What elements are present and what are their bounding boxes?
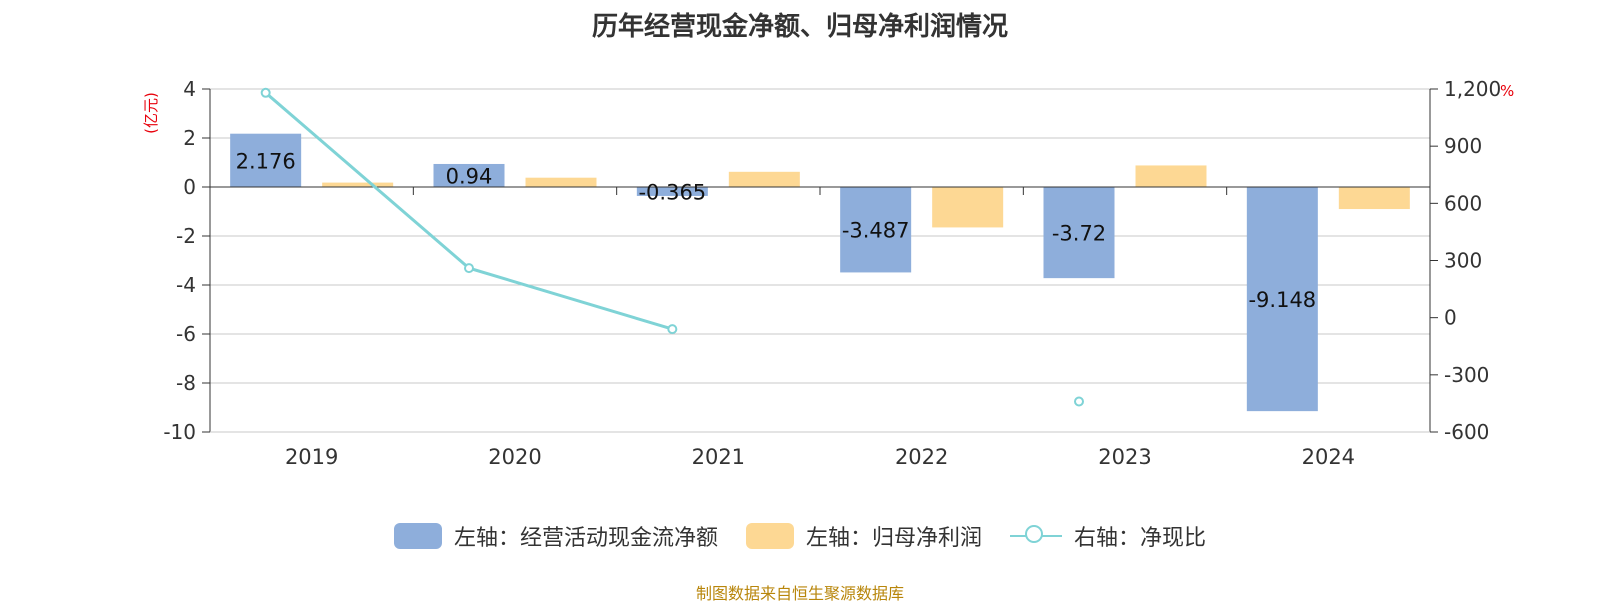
bar-net-profit xyxy=(1135,165,1207,187)
x-tick-label: 2020 xyxy=(488,445,541,469)
point-ratio xyxy=(464,263,474,274)
chart-title: 历年经营现金净额、归母净利润情况 xyxy=(591,12,1008,42)
data-label-cash-flow: -0.365 xyxy=(638,180,706,204)
y-left-tick-label: -6 xyxy=(176,322,196,346)
y-right-tick-label: 900 xyxy=(1444,134,1482,158)
legend-item-cash-flow[interactable]: 左轴：经营活动现金流净额 xyxy=(393,520,718,552)
bar-net-profit xyxy=(1338,187,1410,210)
y-left-unit: (亿元) xyxy=(142,92,160,134)
data-label-cash-flow: -3.72 xyxy=(1052,222,1106,246)
bar-cash-flow xyxy=(840,187,912,273)
y-left-tick-label: 0 xyxy=(183,175,196,199)
y-right-tick-label: 600 xyxy=(1444,191,1482,215)
y-right-tick-label: 1,200 xyxy=(1444,77,1501,101)
x-tick-label: 2023 xyxy=(1098,445,1151,469)
bar-net-profit xyxy=(932,187,1004,228)
legend-label-ratio: 右轴：净现比 xyxy=(1074,526,1207,551)
bar-cash-flow xyxy=(433,163,505,187)
y-right-tick-label: 300 xyxy=(1444,249,1482,273)
legend-label-net-profit: 左轴：归母净利润 xyxy=(805,526,982,551)
y-right-tick-label: -600 xyxy=(1444,420,1489,444)
line-ratio xyxy=(264,91,673,331)
y-left-tick-label: -8 xyxy=(176,371,196,395)
point-ratio xyxy=(667,324,678,335)
bar-cash-flow xyxy=(1043,187,1115,279)
legend-swatch-cash-flow xyxy=(393,523,442,549)
x-tick-label: 2022 xyxy=(895,445,948,469)
bar-net-profit xyxy=(525,177,597,187)
y-left-tick-label: 4 xyxy=(183,77,196,101)
bar-net-profit xyxy=(322,182,394,187)
legend-swatch-net-profit xyxy=(745,523,794,549)
source-note: 制图数据来自恒生聚源数据库 xyxy=(695,584,904,603)
bar-cash-flow xyxy=(230,133,302,187)
bar-cash-flow xyxy=(1246,187,1318,412)
data-label-cash-flow: -9.148 xyxy=(1248,288,1316,312)
point-ratio xyxy=(260,87,271,98)
x-tick-label: 2024 xyxy=(1302,445,1355,469)
bar-net-profit xyxy=(728,171,800,187)
legend-swatch-ratio xyxy=(1010,523,1062,549)
y-left-tick-label: -10 xyxy=(163,420,196,444)
legend-item-net-profit[interactable]: 左轴：归母净利润 xyxy=(745,520,982,552)
legend-label-cash-flow: 左轴：经营活动现金流净额 xyxy=(453,526,718,551)
data-label-cash-flow: -3.487 xyxy=(842,219,910,243)
y-left-tick-label: -2 xyxy=(176,224,196,248)
data-label-cash-flow: 2.176 xyxy=(236,149,296,173)
x-tick-label: 2019 xyxy=(285,445,338,469)
legend: 左轴：经营活动现金流净额 左轴：归母净利润 右轴：净现比 xyxy=(0,520,1600,552)
y-left-tick-label: -4 xyxy=(176,273,196,297)
data-label-cash-flow: 0.94 xyxy=(446,164,493,188)
legend-item-ratio[interactable]: 右轴：净现比 xyxy=(1010,520,1206,552)
bar-cash-flow xyxy=(636,187,708,196)
x-tick-label: 2021 xyxy=(692,445,745,469)
y-right-tick-label: -300 xyxy=(1444,363,1489,387)
y-right-unit: % xyxy=(1500,82,1514,100)
y-right-tick-label: 0 xyxy=(1444,306,1457,330)
point-ratio xyxy=(1074,396,1084,407)
y-left-tick-label: 2 xyxy=(183,126,196,150)
